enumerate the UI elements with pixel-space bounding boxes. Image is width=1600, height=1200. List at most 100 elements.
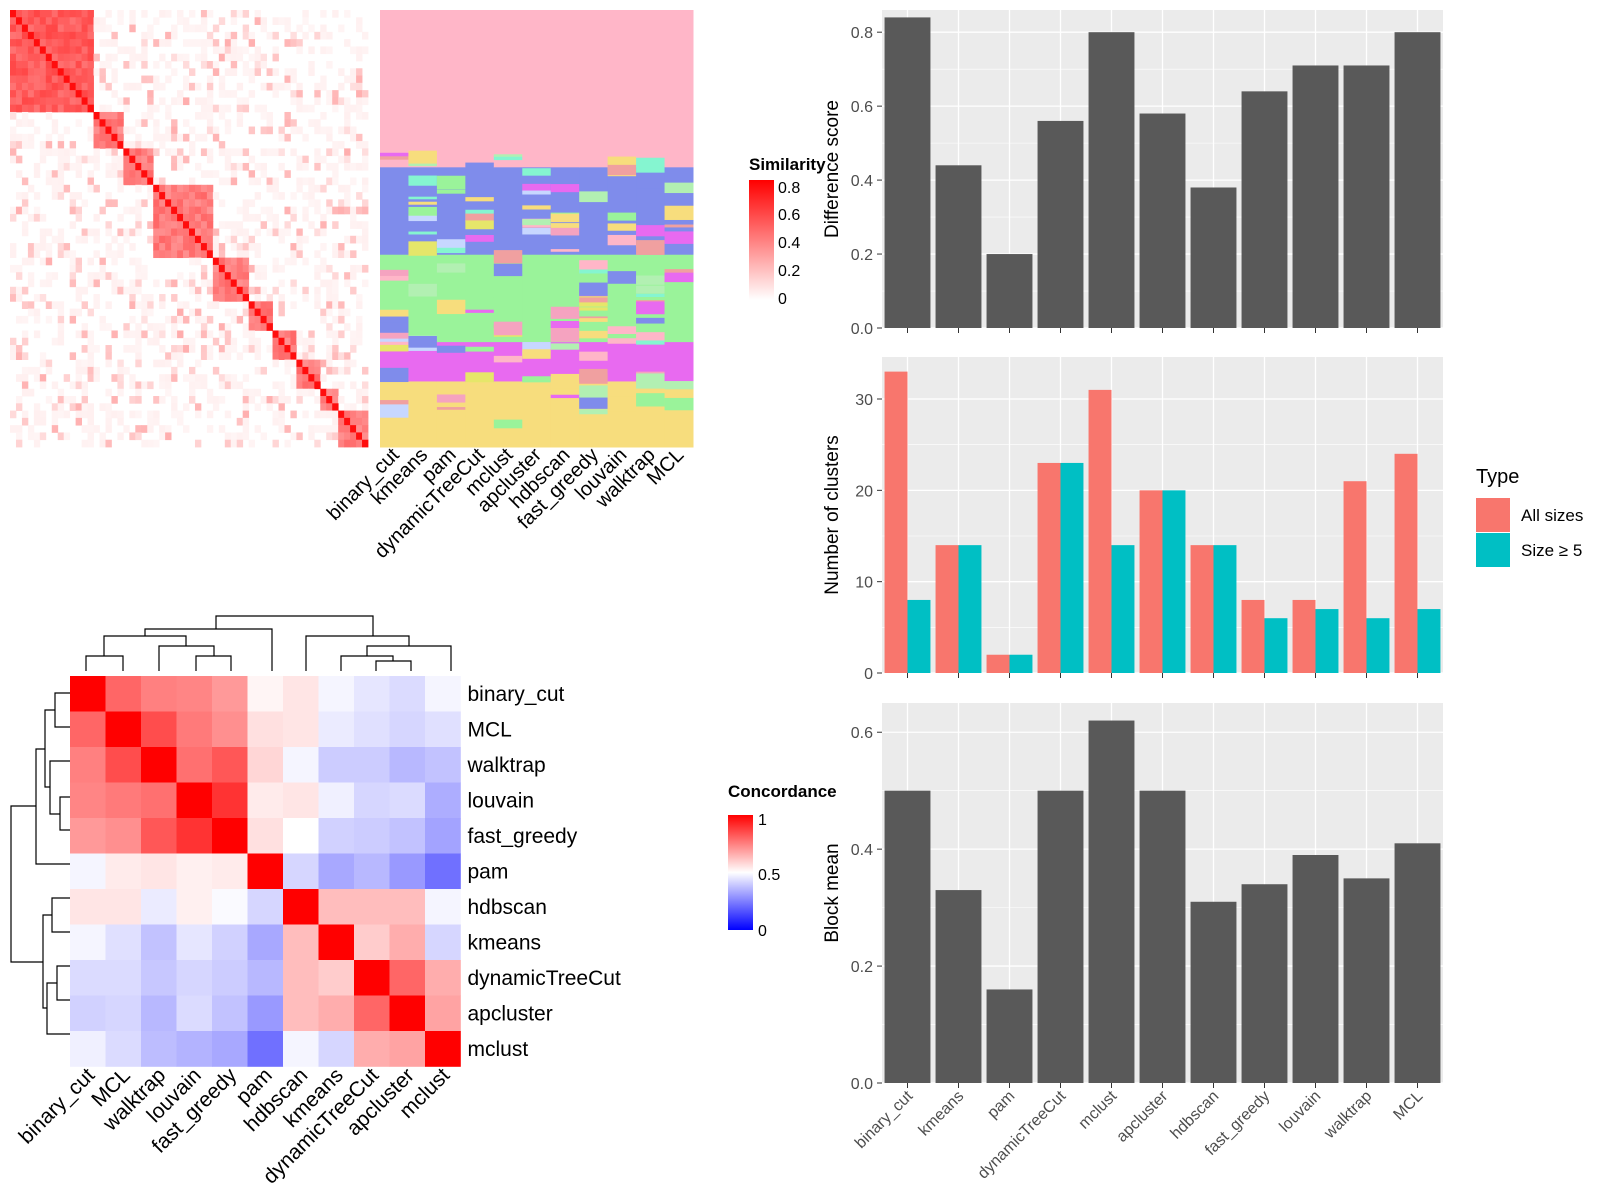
similarity-cell xyxy=(111,119,118,127)
similarity-cell xyxy=(27,213,35,222)
similarity-cell xyxy=(212,272,220,280)
similarity-cell xyxy=(254,243,261,251)
similarity-cell xyxy=(326,97,333,106)
similarity-cell xyxy=(21,381,29,390)
similarity-cell xyxy=(308,366,315,375)
similarity-cell xyxy=(236,53,244,62)
concordance-cell xyxy=(354,676,390,712)
similarity-cell xyxy=(272,184,279,193)
similarity-cell xyxy=(242,388,250,397)
similarity-cell xyxy=(15,119,23,127)
similarity-cell xyxy=(356,388,363,397)
similarity-cell xyxy=(171,243,178,251)
annotation-cell xyxy=(436,290,466,294)
similarity-cell xyxy=(33,213,41,222)
concordance-row-label: pam xyxy=(468,860,509,883)
x-tick-label: dynamicTreeCut xyxy=(975,1087,1070,1182)
similarity-cell xyxy=(57,330,65,339)
y-tick-label: 0.6 xyxy=(851,99,873,116)
similarity-cell xyxy=(141,60,148,69)
similarity-cell xyxy=(266,119,273,127)
similarity-cell xyxy=(159,82,166,91)
similarity-cell xyxy=(320,279,327,288)
similarity-cell xyxy=(278,228,285,237)
similarity-cell xyxy=(105,24,112,33)
similarity-cell xyxy=(15,155,23,164)
concordance-cell xyxy=(283,924,319,961)
similarity-cell xyxy=(75,97,82,106)
concordance-cell xyxy=(212,747,248,783)
similarity-cell xyxy=(242,403,250,411)
similarity-cell xyxy=(153,323,160,331)
similarity-cell xyxy=(296,97,303,106)
similarity-cell xyxy=(129,396,136,404)
similarity-cell xyxy=(308,425,315,433)
similarity-cell xyxy=(266,403,273,411)
similarity-cell xyxy=(248,90,256,98)
concordance-legend: Concordance 1 0.5 0 xyxy=(728,782,837,940)
similarity-cell xyxy=(266,206,273,215)
similarity-cell xyxy=(33,68,41,76)
y-tick-label: 30 xyxy=(855,392,873,409)
bar xyxy=(958,545,982,673)
similarity-cell xyxy=(33,162,41,171)
similarity-cell xyxy=(314,439,321,448)
bar xyxy=(1241,91,1288,328)
concordance-cell xyxy=(70,676,106,712)
similarity-cell xyxy=(212,301,220,310)
similarity-cell xyxy=(302,374,309,382)
similarity-cell xyxy=(344,119,351,127)
similarity-cell xyxy=(326,199,333,208)
concordance-cell xyxy=(70,960,106,996)
similarity-cell xyxy=(105,359,112,368)
similarity-cell xyxy=(117,366,124,375)
similarity-cell xyxy=(284,170,291,178)
similarity-cell xyxy=(33,315,41,324)
similarity-cell xyxy=(284,228,291,237)
similarity-cell xyxy=(356,97,363,106)
similarity-cell xyxy=(212,228,220,237)
similarity-cell xyxy=(236,206,244,215)
similarity-cell xyxy=(15,264,23,273)
similarity-cell xyxy=(105,104,112,113)
similarity-cell xyxy=(81,46,88,55)
similarity-cell xyxy=(254,17,261,25)
similarity-cell xyxy=(290,68,297,76)
similarity-tick-label: 0.2 xyxy=(778,263,800,280)
similarity-cell xyxy=(177,243,184,251)
similarity-cell xyxy=(105,82,112,91)
similarity-cell xyxy=(171,250,178,259)
similarity-cell xyxy=(117,119,124,127)
similarity-cell xyxy=(296,24,303,33)
similarity-cell xyxy=(218,53,226,62)
annotation-cell xyxy=(636,240,666,255)
concordance-cell xyxy=(70,711,106,748)
similarity-cell xyxy=(69,264,77,273)
similarity-cell xyxy=(350,439,357,448)
similarity-cell xyxy=(15,425,23,433)
similarity-cell xyxy=(171,53,178,62)
similarity-cell xyxy=(111,39,118,47)
similarity-cell xyxy=(87,184,94,193)
similarity-cell xyxy=(33,24,41,33)
annotation-cell xyxy=(607,234,637,246)
similarity-cell xyxy=(51,126,59,135)
similarity-cell xyxy=(189,308,196,317)
similarity-cell xyxy=(236,294,244,302)
similarity-cell xyxy=(296,228,303,237)
similarity-cell xyxy=(206,155,214,164)
similarity-cell xyxy=(200,192,208,200)
similarity-cell xyxy=(27,366,35,375)
similarity-cell xyxy=(10,90,17,98)
similarity-cell xyxy=(350,46,357,55)
concordance-row-label: MCL xyxy=(468,718,512,741)
similarity-cell xyxy=(33,410,41,419)
similarity-cell xyxy=(45,53,53,62)
similarity-cell xyxy=(147,31,154,40)
similarity-cell xyxy=(21,177,29,186)
similarity-cell xyxy=(105,410,112,419)
similarity-cell xyxy=(177,410,184,419)
similarity-cell xyxy=(338,330,345,339)
similarity-cell xyxy=(356,330,363,339)
